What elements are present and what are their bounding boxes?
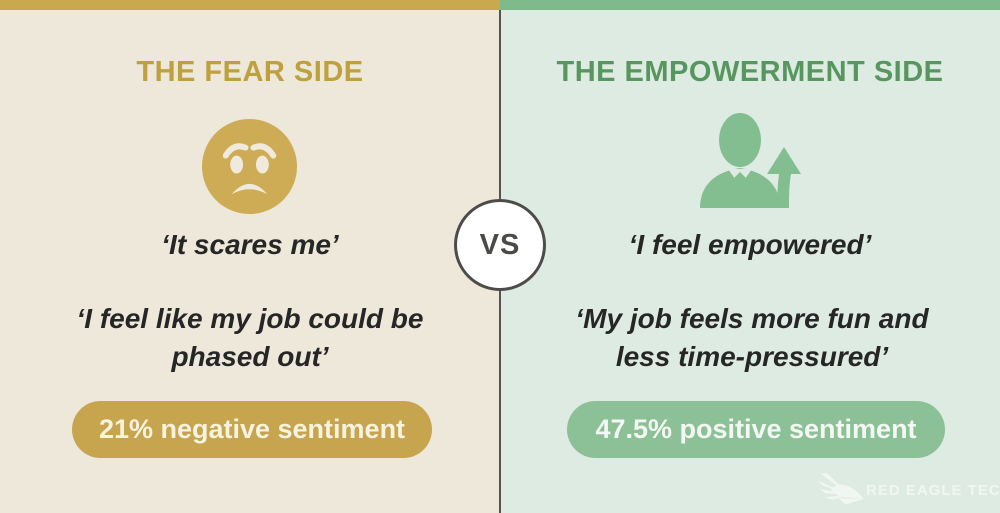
worried-face-icon	[200, 117, 299, 216]
vs-badge: VS	[454, 199, 546, 291]
eagle-svg	[818, 473, 864, 505]
fear-side-title: THE FEAR SIDE	[136, 56, 364, 88]
fear-topbar	[0, 0, 500, 10]
empowerment-topbar	[500, 0, 1000, 10]
empowerment-quote-1: ‘I feel empowered’	[628, 229, 872, 260]
brand-watermark: RED EAGLE TECH	[818, 470, 1000, 511]
businessman-growth-icon	[699, 111, 805, 210]
positive-sentiment-badge: 47.5% positive sentiment	[567, 401, 945, 458]
empowerment-quote-2: ‘My job feels more fun and less time-pre…	[575, 303, 929, 372]
empowerment-side-title: THE EMPOWERMENT SIDE	[556, 56, 944, 88]
negative-sentiment-badge: 21% negative sentiment	[72, 401, 432, 458]
businessman-growth-svg	[700, 113, 801, 208]
brand-name: RED EAGLE TECH	[866, 482, 1000, 499]
worried-face-svg	[201, 118, 298, 215]
eagle-icon	[818, 470, 864, 511]
fear-quote-2: ‘I feel like my job could be phased out’	[76, 303, 424, 372]
fear-quote-1: ‘It scares me’	[161, 229, 339, 260]
